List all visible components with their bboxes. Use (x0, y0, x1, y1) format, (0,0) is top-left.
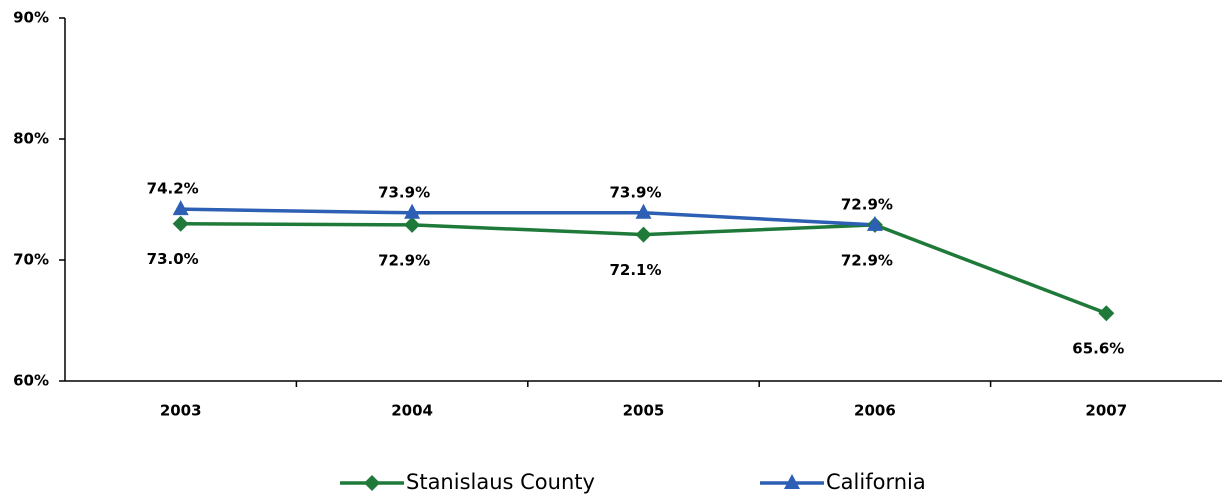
data-label: 74.2% (147, 180, 199, 198)
x-tick-label: 2003 (160, 402, 202, 420)
y-tick-label: 80% (13, 130, 49, 148)
x-tick-label: 2005 (623, 402, 665, 420)
y-tick-label: 90% (13, 9, 49, 27)
marker (364, 475, 380, 491)
series-line (180, 207, 875, 227)
marker (1098, 305, 1115, 322)
data-label: 72.1% (609, 261, 661, 279)
y-tick-label: 70% (13, 251, 49, 269)
y-tick-label: 60% (13, 372, 49, 390)
marker (172, 200, 189, 216)
marker (172, 215, 189, 232)
legend-label: California (826, 470, 926, 494)
marker (404, 203, 421, 219)
data-label: 73.9% (609, 183, 661, 201)
data-label: 73.0% (147, 250, 199, 268)
data-label: 73.9% (378, 183, 430, 201)
data-label: 72.9% (378, 251, 430, 269)
x-tick-label: 2006 (854, 402, 896, 420)
marker (784, 474, 800, 489)
marker (866, 215, 883, 231)
data-label: 72.9% (841, 251, 893, 269)
data-label: 72.9% (841, 195, 893, 213)
marker (404, 216, 421, 233)
marker (635, 226, 652, 243)
x-tick-label: 2004 (391, 402, 433, 420)
data-label: 65.6% (1072, 340, 1124, 358)
legend-label: Stanislaus County (406, 470, 595, 494)
marker (635, 203, 652, 219)
x-tick-label: 2007 (1085, 402, 1127, 420)
